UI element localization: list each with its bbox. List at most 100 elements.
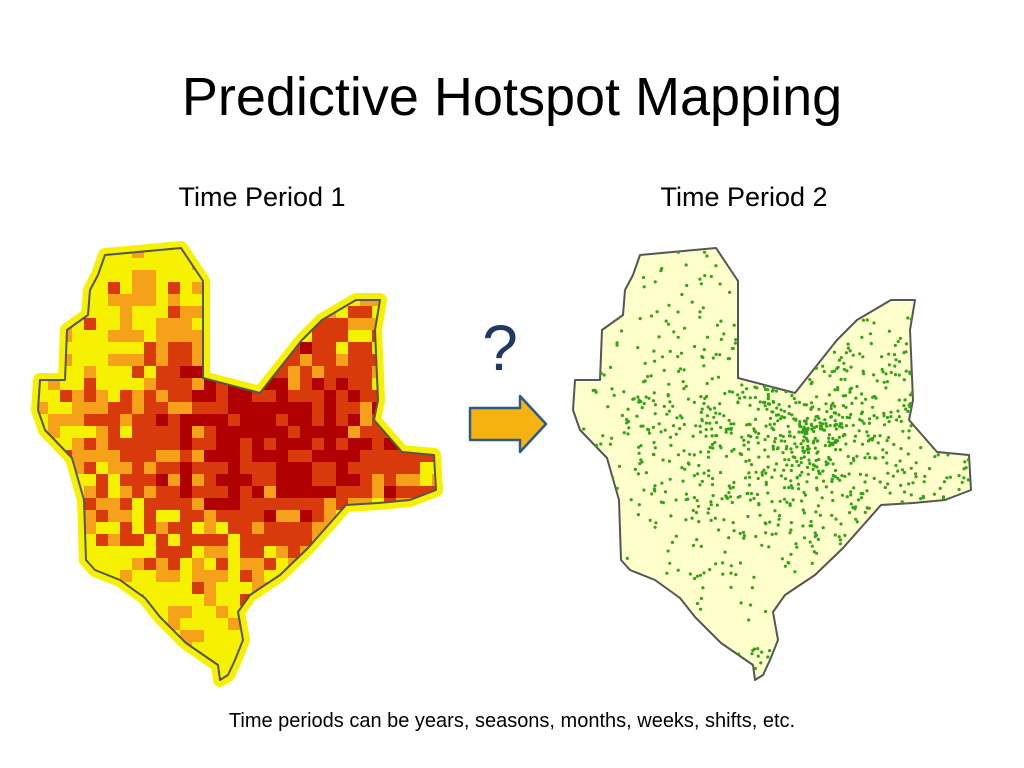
hotspot-cell xyxy=(204,450,216,462)
incident-point xyxy=(785,353,790,357)
incident-point xyxy=(762,362,766,366)
incident-point xyxy=(766,491,770,495)
incident-point xyxy=(928,554,932,558)
incident-point xyxy=(723,391,727,396)
hotspot-cell xyxy=(336,450,348,462)
hotspot-cell xyxy=(348,546,360,558)
incident-point xyxy=(869,342,873,346)
incident-point xyxy=(637,398,641,402)
incident-point xyxy=(718,412,722,416)
incident-point xyxy=(875,416,879,420)
incident-point xyxy=(756,441,760,445)
incident-point xyxy=(829,626,834,630)
hotspot-cell xyxy=(192,306,204,318)
incident-point xyxy=(822,369,826,374)
hotspot-cell xyxy=(276,486,288,498)
hotspot-cell xyxy=(324,366,336,378)
incident-point xyxy=(805,331,809,335)
hotspot-cell xyxy=(192,426,204,438)
incident-point xyxy=(909,466,913,470)
hotspot-cell xyxy=(132,390,144,402)
incident-point xyxy=(836,251,840,255)
incident-point xyxy=(714,434,718,438)
hotspot-cell xyxy=(408,330,420,342)
incident-point xyxy=(583,635,588,640)
incident-point xyxy=(945,476,949,480)
incident-point xyxy=(797,358,801,362)
hotspot-cell xyxy=(348,510,360,522)
incident-point xyxy=(965,386,969,390)
incident-point xyxy=(779,408,783,412)
incident-point xyxy=(865,489,869,493)
hotspot-cell xyxy=(432,522,436,534)
incident-point xyxy=(964,426,968,430)
hotspot-cell xyxy=(192,342,204,354)
incident-point xyxy=(706,455,711,459)
incident-point xyxy=(856,498,861,502)
hotspot-cell xyxy=(48,414,60,426)
incident-point xyxy=(926,353,930,357)
hotspot-cell xyxy=(372,522,384,534)
incident-point xyxy=(966,448,970,452)
incident-point xyxy=(774,462,779,466)
incident-point xyxy=(861,318,866,322)
incident-point xyxy=(774,339,778,343)
hotspot-cell xyxy=(144,402,156,414)
hotspot-cell xyxy=(252,558,264,570)
hotspot-cell xyxy=(132,414,144,426)
incident-point xyxy=(857,429,861,433)
incident-point xyxy=(684,263,688,267)
incident-point xyxy=(748,396,752,400)
incident-point xyxy=(941,273,945,277)
hotspot-cell xyxy=(252,498,264,510)
hotspot-cell xyxy=(240,402,252,414)
incident-point xyxy=(918,416,922,420)
incident-point xyxy=(780,415,784,419)
incident-point xyxy=(741,324,745,328)
incident-point xyxy=(936,453,940,457)
hotspot-cell xyxy=(300,498,312,510)
hotspot-cell xyxy=(108,354,120,366)
incident-point xyxy=(743,352,748,357)
incident-point xyxy=(596,260,600,264)
hotspot-cell xyxy=(132,486,144,498)
incident-point xyxy=(810,401,814,405)
incident-point xyxy=(706,405,710,409)
incident-point xyxy=(949,583,954,587)
hotspot-cell xyxy=(180,414,192,426)
incident-point xyxy=(636,346,640,350)
incident-point xyxy=(929,409,933,413)
hotspot-cell xyxy=(264,450,276,462)
incident-point xyxy=(582,427,586,431)
incident-point xyxy=(893,265,897,269)
incident-point xyxy=(912,363,916,368)
hotspot-cell xyxy=(108,414,120,426)
incident-point xyxy=(865,318,869,322)
hotspot-cell xyxy=(240,498,252,510)
incident-point xyxy=(830,513,834,518)
incident-point xyxy=(928,394,932,398)
incident-point xyxy=(712,415,716,419)
hotspot-cell xyxy=(252,402,264,414)
hotspot-cell xyxy=(84,318,96,330)
hotspot-cell xyxy=(252,522,264,534)
incident-point xyxy=(766,388,770,392)
incident-point xyxy=(806,450,811,455)
incident-point xyxy=(892,442,896,447)
incident-point xyxy=(789,521,794,525)
incident-point xyxy=(591,584,595,588)
incident-point xyxy=(655,310,659,314)
incident-point xyxy=(651,452,656,456)
incident-point xyxy=(860,536,864,541)
hotspot-cell xyxy=(144,270,156,282)
incident-point xyxy=(894,663,898,667)
incident-point xyxy=(745,387,749,391)
incident-point xyxy=(815,628,820,632)
incident-point xyxy=(761,358,765,362)
incident-point xyxy=(805,429,809,433)
incident-point xyxy=(962,396,966,400)
incident-point xyxy=(652,349,656,353)
question-mark: ? xyxy=(482,312,518,384)
incident-point xyxy=(902,351,906,355)
incident-point xyxy=(796,482,801,486)
